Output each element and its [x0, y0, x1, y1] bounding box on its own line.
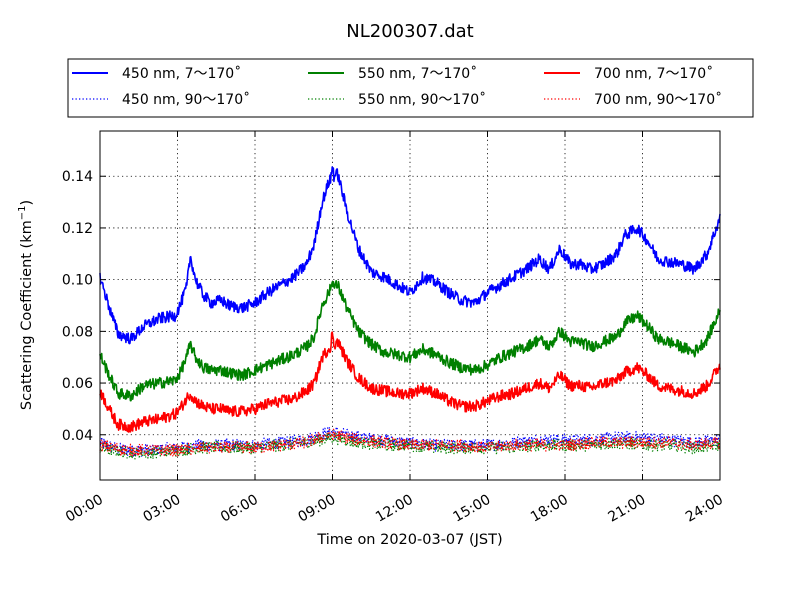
legend-frame: [67, 58, 754, 118]
legend-label-2: 550 nm, 7～170˚: [358, 65, 477, 82]
x-axis-label: Time on 2020-03-07 (JST): [316, 532, 502, 548]
series-line-2: [99, 280, 721, 402]
y-tick-label: 0.08: [62, 324, 93, 340]
y-tick-label: 0.10: [62, 273, 93, 289]
series-line-5: [99, 428, 721, 458]
series-line-4: [99, 331, 721, 433]
y-axis-label: Scattering Coefficient (km−1): [17, 200, 35, 410]
chart-title: NL200307.dat: [346, 21, 473, 42]
legend: 450 nm, 7～170˚ 550 nm, 7～170˚ 700 nm, 7～17…: [67, 58, 754, 118]
y-axis-label-main: Scattering Coefficient (km: [19, 220, 35, 410]
y-tick-label: 0.06: [62, 376, 93, 392]
grid-lines: [100, 131, 720, 480]
y-axis-label-sup: −1: [17, 206, 28, 221]
axis-ticks: [99, 131, 721, 480]
y-tick-label: 0.12: [62, 221, 93, 237]
y-tick-label: 0.14: [62, 169, 93, 185]
y-axis-label-close: ): [19, 200, 35, 206]
y-tick-labels: 0.04 0.06 0.08 0.10 0.12 0.14: [62, 169, 93, 444]
legend-label-0: 450 nm, 7～170˚: [122, 65, 241, 82]
y-tick-label: 0.04: [62, 428, 93, 444]
legend-label-1: 450 nm, 90～170˚: [122, 91, 250, 108]
legend-label-3: 550 nm, 90～170˚: [358, 91, 486, 108]
series-layer: [99, 166, 721, 460]
series-line-0: [99, 166, 721, 345]
legend-label-5: 700 nm, 90～170˚: [594, 91, 722, 108]
legend-label-4: 700 nm, 7～170˚: [594, 65, 713, 82]
legend-entries: 450 nm, 7～170˚ 550 nm, 7～170˚ 700 nm, 7～17…: [72, 65, 722, 108]
